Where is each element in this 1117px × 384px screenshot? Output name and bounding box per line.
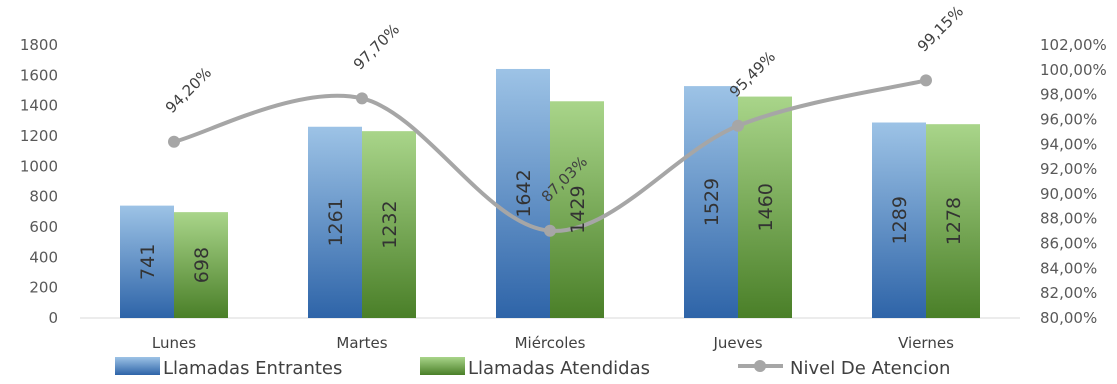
y-left-tick-label: 0 xyxy=(48,309,58,327)
bar-value-label: 698 xyxy=(191,247,213,283)
bar-value-label: 1529 xyxy=(701,178,723,226)
y-right-tick-label: 82,00% xyxy=(1040,284,1097,302)
x-tick-label: Jueves xyxy=(712,334,762,352)
y-left-tick-label: 200 xyxy=(29,279,58,297)
legend-swatch xyxy=(115,357,160,375)
y-right-tick-label: 86,00% xyxy=(1040,235,1097,253)
legend-marker xyxy=(754,360,766,372)
y-right-tick-label: 96,00% xyxy=(1040,110,1097,128)
y-right-tick-label: 92,00% xyxy=(1040,160,1097,178)
x-tick-label: Lunes xyxy=(152,334,196,352)
bar-value-label: 1642 xyxy=(513,169,535,217)
nivel-marker xyxy=(356,92,368,105)
bar-value-label: 741 xyxy=(137,244,159,280)
nivel-value-label: 94,20% xyxy=(162,64,215,117)
x-tick-label: Miércoles xyxy=(515,334,586,352)
bar-value-label: 1289 xyxy=(889,196,911,244)
y-left-tick-label: 1800 xyxy=(20,36,58,54)
legend: Llamadas Entrantes Llamadas Atendidas Nive… xyxy=(115,357,950,379)
y-left-tick-label: 800 xyxy=(29,188,58,206)
legend-label: Llamadas Entrantes xyxy=(163,358,342,379)
bar xyxy=(174,212,228,318)
y-right-tick-label: 88,00% xyxy=(1040,210,1097,228)
line-series xyxy=(168,74,932,237)
bar xyxy=(738,96,792,318)
nivel-value-label: 95,49% xyxy=(726,48,779,101)
bar xyxy=(684,86,738,318)
y-right-tick-label: 84,00% xyxy=(1040,259,1097,277)
y-right-tick-label: 102,00% xyxy=(1040,36,1107,54)
nivel-marker xyxy=(168,135,180,148)
y-left-tick-label: 1000 xyxy=(20,157,58,175)
y-right-tick-label: 100,00% xyxy=(1040,61,1107,79)
y-right-tick-label: 90,00% xyxy=(1040,185,1097,203)
y-right-tick-label: 80,00% xyxy=(1040,309,1097,327)
y-right-tick-label: 98,00% xyxy=(1040,86,1097,104)
bar-value-label: 1460 xyxy=(755,183,777,231)
y-left-tick-label: 1400 xyxy=(20,97,58,115)
legend-swatch xyxy=(420,357,465,375)
bar-value-label: 1261 xyxy=(325,198,347,246)
bar xyxy=(308,126,362,318)
bar xyxy=(926,124,980,318)
bar xyxy=(872,122,926,318)
nivel-value-label: 99,15% xyxy=(914,2,967,55)
bar xyxy=(362,131,416,318)
nivel-marker xyxy=(920,74,932,87)
bars xyxy=(120,68,980,318)
y-left-tick-label: 1200 xyxy=(20,127,58,145)
y-left-tick-label: 1600 xyxy=(20,66,58,84)
bar-value-label: 1429 xyxy=(567,185,589,233)
bar xyxy=(120,205,174,318)
y-left-tick-label: 600 xyxy=(29,218,58,236)
bar xyxy=(496,68,550,318)
bar-value-label: 1232 xyxy=(379,200,401,248)
legend-label: Llamadas Atendidas xyxy=(468,358,650,379)
x-tick-label: Viernes xyxy=(898,334,954,352)
y-left-tick-label: 400 xyxy=(29,248,58,266)
x-tick-label: Martes xyxy=(336,334,387,352)
nivel-value-label: 97,70% xyxy=(350,20,403,73)
bar xyxy=(550,101,604,318)
bar-value-label: 1278 xyxy=(943,197,965,245)
axes: 0 200 400 600 800 1000 1200 1400 1600 1800 80,00% 8… xyxy=(20,36,1107,352)
nivel-marker xyxy=(544,224,556,237)
nivel-marker xyxy=(732,119,744,132)
legend-label: Nivel De Atencion xyxy=(790,358,950,379)
y-right-tick-label: 94,00% xyxy=(1040,135,1097,153)
